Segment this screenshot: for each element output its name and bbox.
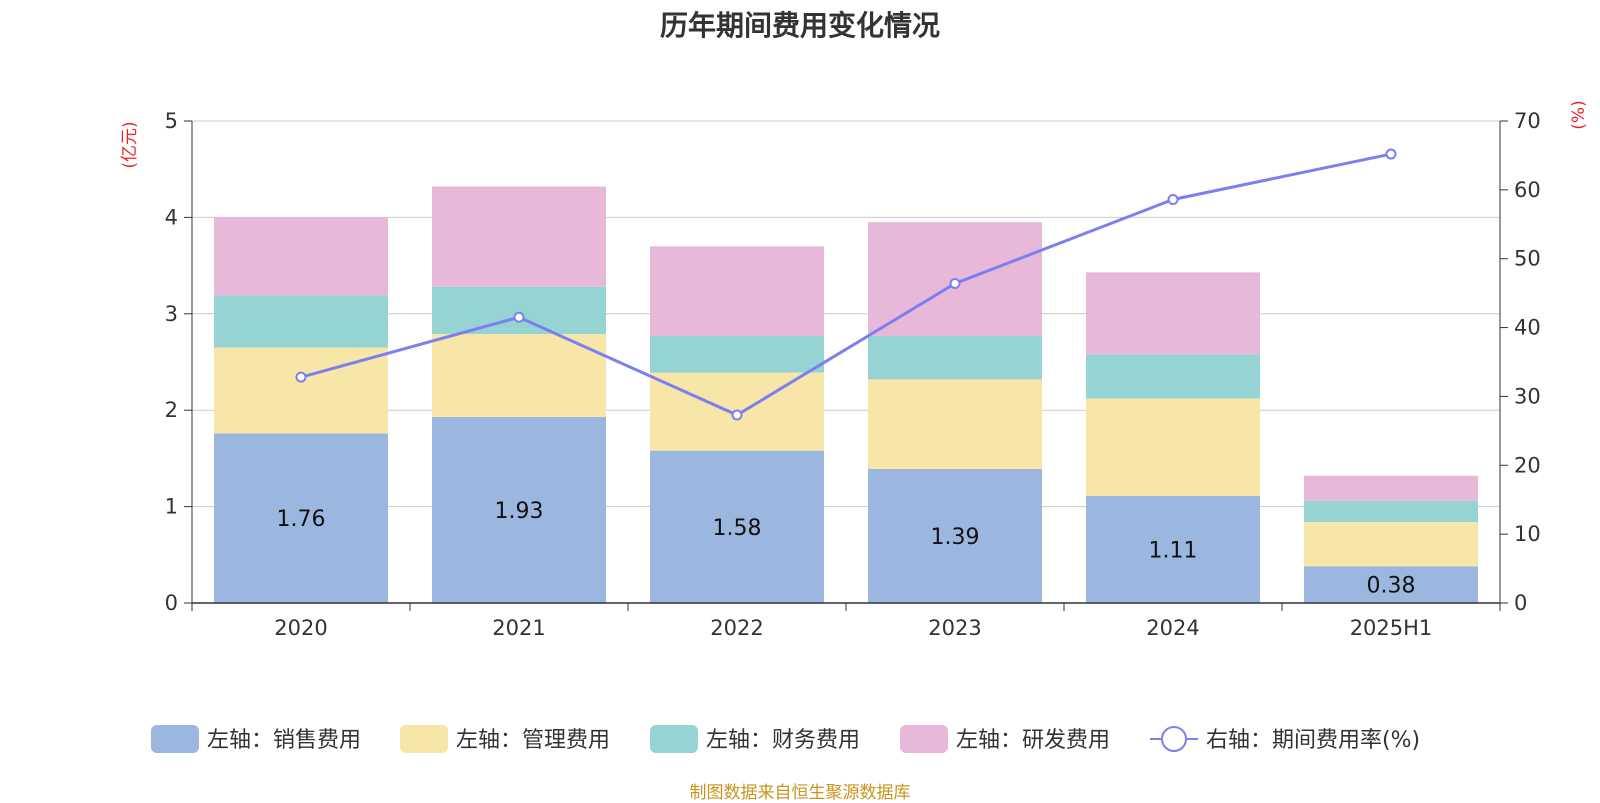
bar-segment <box>432 334 606 417</box>
legend-label: 左轴：研发费用 <box>956 728 1110 753</box>
right-tick-label: 60 <box>1514 178 1541 202</box>
bar-segment <box>1086 354 1260 399</box>
right-tick-label: 0 <box>1514 591 1527 615</box>
legend-label: 右轴：期间费用率(%) <box>1206 728 1420 753</box>
left-tick-label: 0 <box>165 591 178 615</box>
bar-segment <box>1086 398 1260 496</box>
bar-segment <box>432 186 606 287</box>
legend-item[interactable]: 右轴：期间费用率(%) <box>1150 726 1420 753</box>
bar-value-label: 1.11 <box>1149 538 1198 563</box>
right-tick-label: 30 <box>1514 384 1541 408</box>
rate-point <box>731 409 743 421</box>
bar-segment <box>868 469 1042 603</box>
bar-segment <box>214 217 388 296</box>
bar-segment <box>1304 566 1478 603</box>
x-tick-label: 2025H1 <box>1350 616 1433 640</box>
bar-segment <box>1304 500 1478 523</box>
legend-swatch <box>900 725 948 753</box>
x-tick-label: 2024 <box>1146 616 1199 640</box>
bar-segment <box>432 416 606 603</box>
bar-segment <box>214 295 388 348</box>
legend-swatch <box>400 725 448 753</box>
x-tick-label: 2020 <box>274 616 327 640</box>
legend-item[interactable]: 左轴：管理费用 <box>400 725 610 753</box>
x-tick-label: 2021 <box>492 616 545 640</box>
left-tick-label: 2 <box>165 398 178 422</box>
rate-line <box>295 148 1397 421</box>
legend-label: 左轴：管理费用 <box>456 728 610 753</box>
bar-segment <box>868 335 1042 380</box>
legend: 左轴：销售费用 左轴：管理费用 左轴：财务费用 左轴：研发费用 右轴：期间费用率(%) <box>151 725 1420 753</box>
bar-value-label: 1.58 <box>713 516 762 541</box>
data-labels: 1.76 1.93 1.58 1.39 1.11 0.38 <box>277 499 1416 599</box>
bar-segment <box>868 379 1042 470</box>
rate-point <box>1167 193 1179 205</box>
left-tick-label: 1 <box>165 495 178 519</box>
x-tick-label: 2023 <box>928 616 981 640</box>
bar-segment <box>1086 495 1260 603</box>
legend-item[interactable]: 左轴：销售费用 <box>151 725 361 753</box>
rate-point <box>949 278 961 290</box>
legend-label: 左轴：销售费用 <box>207 728 361 753</box>
legend-label: 左轴：财务费用 <box>706 728 860 753</box>
bar-segment <box>1304 475 1478 501</box>
left-tick-label: 3 <box>165 302 178 326</box>
left-tick-label: 4 <box>165 205 178 229</box>
rate-point <box>513 311 525 323</box>
right-tick-label: 70 <box>1514 109 1541 133</box>
right-tick-label: 10 <box>1514 522 1541 546</box>
left-axis-unit: (亿元) <box>120 121 140 168</box>
bar-segment <box>1304 522 1478 567</box>
grid-lines <box>192 120 1500 508</box>
bar-value-label: 0.38 <box>1367 574 1416 599</box>
x-tick-label: 2022 <box>710 616 763 640</box>
legend-marker <box>1161 726 1187 752</box>
legend-item[interactable]: 左轴：研发费用 <box>900 725 1110 753</box>
right-tick-label: 20 <box>1514 453 1541 477</box>
left-tick-label: 5 <box>165 109 178 133</box>
bar-segment <box>432 286 606 335</box>
rate-point <box>295 371 307 383</box>
right-tick-label: 40 <box>1514 316 1541 340</box>
bar-segment <box>214 433 388 603</box>
legend-item[interactable]: 左轴：财务费用 <box>650 725 860 753</box>
legend-swatch <box>151 725 199 753</box>
bar-value-label: 1.39 <box>931 525 980 550</box>
rate-point <box>1385 148 1397 160</box>
bar-segment <box>650 450 824 603</box>
chart-title: 历年期间费用变化情况 <box>659 9 940 42</box>
bar-segment <box>650 335 824 373</box>
source-note: 制图数据来自恒生聚源数据库 <box>689 783 911 803</box>
rate-line-path <box>300 152 1392 417</box>
right-tick-label: 50 <box>1514 247 1541 271</box>
bar-value-label: 1.76 <box>277 507 326 532</box>
bar-segment <box>1086 272 1260 355</box>
bar-value-label: 1.93 <box>495 499 544 524</box>
bar-segment <box>650 246 824 336</box>
bars <box>214 186 1478 603</box>
legend-swatch <box>650 725 698 753</box>
right-axis-unit: (%) <box>1569 100 1589 129</box>
